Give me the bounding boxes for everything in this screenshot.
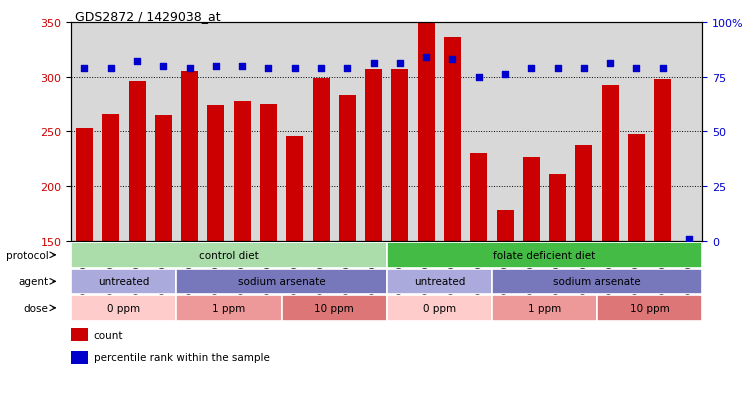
Point [158,63,170,70]
Text: dose: dose [24,303,49,313]
Bar [71,351,88,364]
Bar [128,82,146,242]
Bar [76,129,93,242]
Text: 10 ppm: 10 ppm [630,303,669,313]
Bar [444,38,461,242]
Text: folate deficient diet: folate deficient diet [493,250,596,260]
Point [631,65,643,72]
Point [183,65,195,72]
Bar [71,242,387,268]
Bar [312,78,330,242]
Point [394,61,406,68]
Bar [492,269,702,294]
Text: 1 ppm: 1 ppm [528,303,561,313]
Point [288,65,300,72]
Bar [176,269,387,294]
Point [79,65,90,72]
Text: protocol: protocol [6,250,49,260]
Bar [654,80,671,242]
Point [131,59,143,65]
Text: agent: agent [19,277,49,287]
Bar [234,102,251,242]
Bar [339,96,356,242]
Bar [523,157,540,242]
Bar [155,116,172,242]
Text: sodium arsenate: sodium arsenate [238,277,325,287]
Point [656,65,668,72]
Point [446,57,458,63]
Bar [391,70,409,242]
Bar [260,105,277,242]
Bar [387,295,492,321]
Text: GDS2872 / 1429038_at: GDS2872 / 1429038_at [75,10,221,23]
Bar [71,328,88,341]
Text: 0 ppm: 0 ppm [107,303,140,313]
Point [473,74,485,81]
Bar [492,295,597,321]
Bar [575,145,593,242]
Bar [549,175,566,242]
Text: 10 ppm: 10 ppm [315,303,354,313]
Bar [71,295,176,321]
Bar [628,134,645,242]
Bar [387,269,492,294]
Text: count: count [94,330,123,340]
Bar [387,242,702,268]
Point [236,63,248,70]
Text: percentile rank within the sample: percentile rank within the sample [94,353,270,363]
Point [368,61,380,68]
Text: 0 ppm: 0 ppm [423,303,456,313]
Text: sodium arsenate: sodium arsenate [553,277,641,287]
Bar [602,86,619,242]
Text: untreated: untreated [98,277,149,287]
Point [526,65,538,72]
Bar [181,72,198,242]
Text: 1 ppm: 1 ppm [213,303,246,313]
Point [315,65,327,72]
Bar [102,115,119,242]
Bar [418,24,435,242]
Bar [71,269,176,294]
Text: control diet: control diet [199,250,259,260]
Point [263,65,275,72]
Bar [470,154,487,242]
Bar [365,70,382,242]
Bar [207,106,225,242]
Bar [176,295,282,321]
Point [683,236,695,243]
Point [421,55,433,61]
Point [342,65,354,72]
Bar [496,211,514,242]
Point [104,65,117,72]
Point [210,63,222,70]
Bar [286,137,303,242]
Bar [282,295,387,321]
Point [604,61,616,68]
Text: untreated: untreated [414,277,465,287]
Point [499,72,511,78]
Bar [597,295,702,321]
Point [578,65,590,72]
Point [551,65,563,72]
